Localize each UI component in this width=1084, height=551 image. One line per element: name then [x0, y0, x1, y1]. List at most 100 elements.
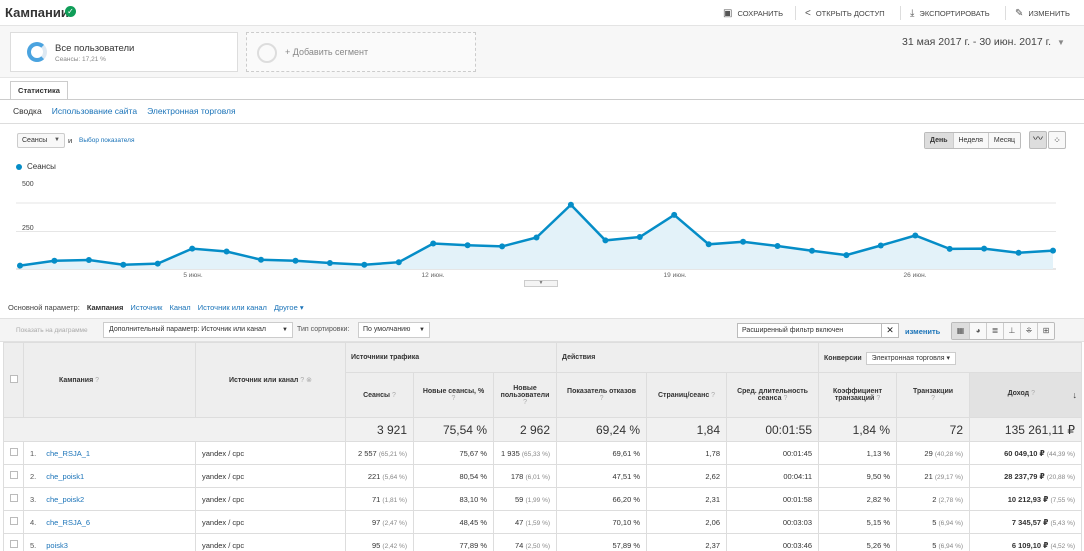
advanced-filter-field[interactable]: Расширенный фильтр включен — [737, 323, 883, 338]
tab-site-usage[interactable]: Использование сайта — [51, 106, 138, 116]
col-transactions[interactable]: Транзакции? — [896, 372, 971, 418]
data-point[interactable] — [774, 243, 781, 249]
revenue-cell: 60 049,10 ₽ (44,39 %) — [969, 441, 1083, 465]
col-sessions[interactable]: Сеансы ? — [345, 372, 414, 418]
choose-metric-link[interactable]: Выбор показателя — [79, 137, 135, 144]
col-pages-per-session[interactable]: Страниц/сеанс ? — [646, 372, 728, 418]
chart-scroll-handle[interactable]: ▼ — [524, 280, 558, 287]
line-chart-icon[interactable]: 〰 — [1029, 131, 1047, 149]
data-point[interactable] — [361, 261, 368, 268]
segment-all-users[interactable]: Все пользователи Сеансы: 17,21 % — [10, 32, 238, 72]
campaign-link[interactable]: che_RSJA_6 — [46, 517, 91, 527]
data-point[interactable] — [223, 248, 230, 255]
col-new-users[interactable]: Новые пользователи? — [492, 372, 558, 418]
period-day-button[interactable]: День — [925, 133, 953, 148]
new-users-share: (1,59 %) — [525, 519, 551, 527]
dimension-source[interactable]: Источник — [130, 303, 163, 312]
table-view-icon[interactable]: ▦ — [952, 323, 969, 339]
row-checkbox[interactable] — [9, 517, 18, 525]
conversion-type-select[interactable]: Электронная торговля ▾ — [865, 351, 957, 365]
save-button[interactable]: ▣ СОХРАНИТЬ — [723, 8, 783, 19]
data-point[interactable] — [1015, 249, 1022, 256]
data-point[interactable] — [189, 245, 196, 252]
date-range-picker[interactable]: 31 мая 2017 г. - 30 июн. 2017 г. ▼ — [902, 36, 1065, 48]
col-conversion-rate[interactable]: Коэффициент транзакций ? — [818, 372, 898, 418]
col-bounce-rate[interactable]: Показатель отказов? — [556, 372, 648, 418]
period-month-button[interactable]: Месяц — [987, 133, 1021, 148]
sort-type-select[interactable]: По умолчанию ▼ — [358, 322, 430, 338]
pie-view-icon[interactable]: ◕ — [969, 323, 986, 339]
data-point[interactable] — [912, 232, 919, 239]
metric-select[interactable]: Сеансы ▼ — [17, 133, 65, 148]
tab-summary[interactable]: Сводка — [13, 106, 42, 116]
data-point[interactable] — [1050, 247, 1056, 254]
row-checkbox[interactable] — [9, 471, 18, 479]
data-point[interactable] — [395, 259, 402, 266]
edit-button[interactable]: ✎ ИЗМЕНИТЬ — [1015, 8, 1070, 19]
data-point[interactable] — [981, 245, 988, 252]
col-avg-duration[interactable]: Сред. длительность сеанса ? — [726, 372, 820, 418]
campaign-link[interactable]: poisk3 — [46, 540, 68, 550]
data-point[interactable] — [326, 260, 333, 266]
revenue-cell: 6 109,10 ₽ (4,52 %) — [969, 533, 1083, 551]
data-point[interactable] — [533, 234, 540, 241]
data-point[interactable] — [602, 237, 609, 244]
tab-statistics[interactable]: Статистика — [10, 81, 68, 100]
data-point[interactable] — [499, 243, 506, 250]
data-point[interactable] — [464, 242, 471, 249]
term-cloud-icon[interactable]: ⊞ — [1037, 323, 1054, 339]
data-point[interactable] — [258, 256, 264, 263]
data-point[interactable] — [809, 247, 815, 254]
row-checkbox[interactable] — [9, 448, 18, 456]
data-point[interactable] — [85, 257, 92, 263]
plot-rows-button[interactable]: Показать на диаграмме — [16, 327, 88, 334]
data-point[interactable] — [946, 245, 953, 252]
data-point[interactable] — [120, 261, 127, 268]
conv-rate-cell: 5,26 % — [818, 533, 898, 551]
bar-view-icon[interactable]: ≣ — [986, 323, 1003, 339]
data-point[interactable] — [51, 257, 58, 264]
data-point[interactable] — [154, 260, 161, 267]
data-point[interactable] — [705, 241, 712, 248]
export-button[interactable]: ⤓ ЭКСПОРТИРОВАТЬ — [910, 8, 990, 19]
data-point[interactable] — [292, 257, 299, 264]
row-checkbox[interactable] — [9, 494, 18, 502]
motion-chart-icon[interactable]: ⁘ — [1048, 131, 1066, 149]
pages-cell: 2,37 — [646, 533, 728, 551]
top-bar: Кампании ✓ ▣ СОХРАНИТЬ < ОТКРЫТЬ ДОСТУП … — [0, 0, 1084, 26]
row-checkbox[interactable] — [9, 540, 18, 548]
data-point[interactable] — [430, 240, 437, 247]
period-week-button[interactable]: Неделя — [952, 133, 988, 148]
add-segment-button[interactable]: + Добавить сегмент — [246, 32, 476, 72]
select-all-checkbox[interactable] — [9, 375, 18, 383]
secondary-dimension-select[interactable]: Дополнительный параметр: Источник или ка… — [103, 322, 293, 338]
data-point[interactable] — [567, 201, 574, 208]
col-new-sessions-pct[interactable]: Новые сеансы, %? — [413, 372, 494, 418]
campaign-link[interactable]: che_poisk1 — [46, 471, 85, 481]
dimension-source-medium[interactable]: Источник или канал — [197, 303, 267, 312]
comparison-view-icon[interactable]: ⊥ — [1003, 323, 1020, 339]
close-icon[interactable]: ✕ — [881, 323, 899, 338]
share-button[interactable]: < ОТКРЫТЬ ДОСТУП — [805, 8, 885, 19]
pivot-view-icon[interactable]: ⁜ — [1020, 323, 1037, 339]
new-users-share: (65,33 %) — [521, 450, 551, 458]
campaign-link[interactable]: che_poisk2 — [46, 494, 85, 504]
data-point[interactable] — [740, 238, 747, 245]
data-point[interactable] — [17, 262, 23, 269]
col-campaign[interactable]: Кампания ? — [23, 342, 196, 418]
campaign-link[interactable]: che_RSJA_1 — [46, 448, 91, 458]
data-point[interactable] — [671, 211, 678, 218]
data-point[interactable] — [636, 234, 643, 240]
col-source[interactable]: Источник или канал ? ⊗ — [195, 342, 346, 418]
dimension-other[interactable]: Другое ▾ — [273, 303, 304, 312]
sessions-cell: 2 557 (65,21 %) — [345, 441, 414, 465]
dimension-campaign[interactable]: Кампания — [86, 303, 124, 312]
col-revenue[interactable]: Доход ? ↓ — [969, 372, 1083, 418]
table-row: 2. che_poisk1 yandex / cpc 221 (5,64 %) 8… — [3, 464, 1083, 488]
edit-filter-link[interactable]: изменить — [905, 327, 941, 336]
remove-dimension-icon[interactable]: ⊗ — [306, 377, 313, 384]
dimension-channel[interactable]: Канал — [169, 303, 191, 312]
data-point[interactable] — [843, 252, 850, 259]
tab-ecommerce[interactable]: Электронная торговля — [147, 106, 236, 116]
data-point[interactable] — [877, 242, 884, 249]
